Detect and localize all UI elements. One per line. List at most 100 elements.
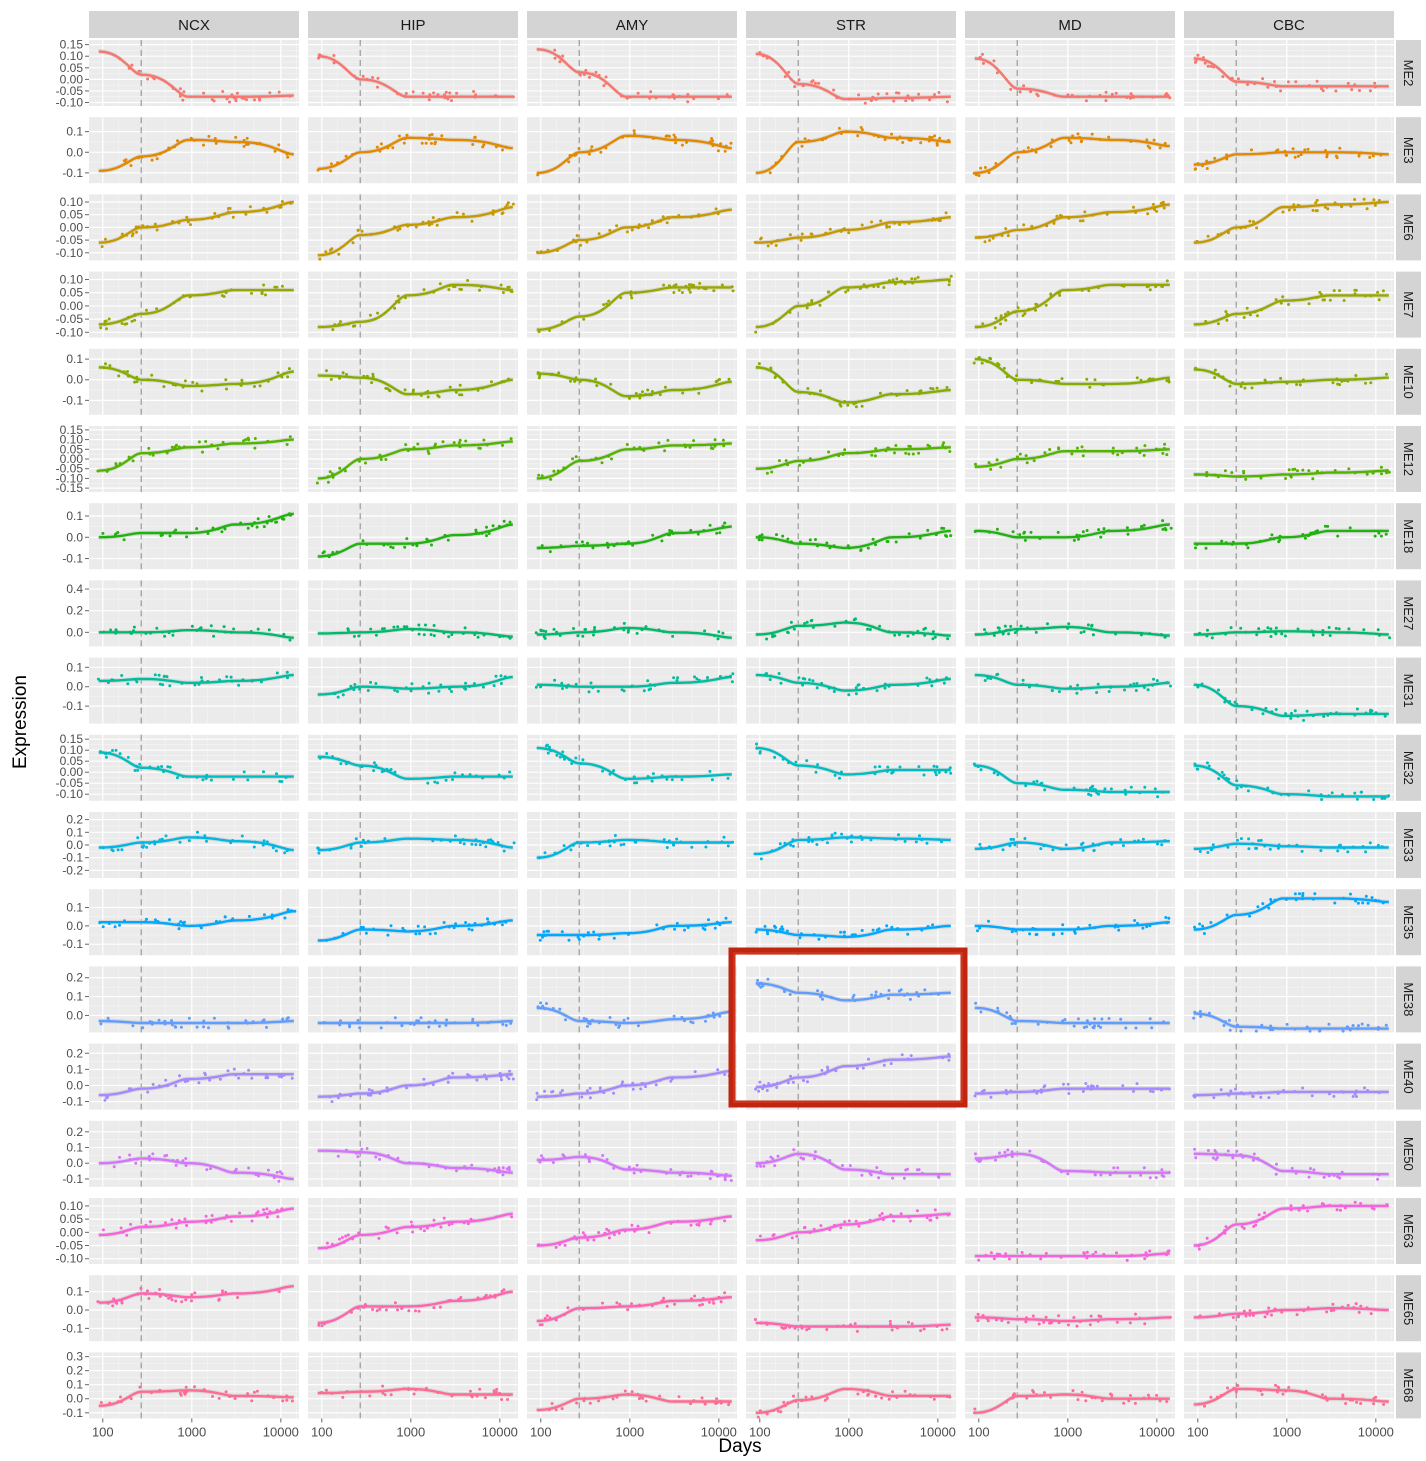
data-point <box>1357 1024 1360 1028</box>
data-point <box>1095 1084 1099 1088</box>
data-point <box>1230 471 1234 475</box>
data-point <box>844 290 848 294</box>
confidence-band <box>974 522 1170 540</box>
data-point <box>501 291 505 294</box>
data-point <box>937 91 941 94</box>
data-point <box>1373 203 1377 207</box>
data-point <box>494 674 498 678</box>
data-point <box>811 679 815 683</box>
data-point <box>511 202 515 206</box>
data-point <box>590 145 594 149</box>
smooth-line <box>536 372 732 398</box>
data-point <box>685 140 688 144</box>
panel-background <box>527 348 737 415</box>
data-point <box>765 672 768 675</box>
data-point <box>842 930 846 934</box>
data-point <box>870 220 874 224</box>
data-point <box>1354 288 1358 292</box>
data-point <box>404 92 408 95</box>
data-point <box>396 294 400 298</box>
data-point <box>931 630 935 634</box>
data-point <box>1365 207 1369 211</box>
data-point <box>1292 203 1296 207</box>
data-point <box>757 362 761 366</box>
data-point <box>1145 138 1149 142</box>
data-point <box>1161 519 1165 523</box>
data-point <box>237 1076 241 1080</box>
panel-ME18-CBC <box>1184 503 1394 570</box>
data-point <box>162 385 166 389</box>
data-point <box>1198 922 1202 926</box>
data-point <box>690 283 694 287</box>
data-point <box>1229 626 1233 630</box>
smooth-line <box>974 57 1170 98</box>
data-point <box>489 838 493 842</box>
panel-ME27-HIP <box>308 580 518 647</box>
data-point <box>428 133 432 137</box>
data-point <box>1005 1011 1009 1015</box>
data-point <box>441 440 445 444</box>
data-point <box>235 91 239 95</box>
data-point <box>1044 303 1048 307</box>
data-point <box>893 633 897 637</box>
data-point <box>371 76 375 79</box>
data-point <box>429 633 433 637</box>
data-point <box>1290 711 1293 715</box>
data-point <box>1257 839 1261 843</box>
panel-ME27-STR <box>746 580 956 647</box>
smooth-line <box>755 924 951 939</box>
data-point <box>574 455 578 459</box>
data-point <box>618 1024 622 1027</box>
data-point <box>916 275 920 279</box>
panel-background <box>308 271 518 338</box>
data-point <box>1313 892 1317 896</box>
data-point <box>106 1016 110 1020</box>
panel-background <box>1184 1043 1394 1110</box>
data-point <box>686 100 690 104</box>
data-point <box>1046 622 1049 626</box>
panel-background <box>746 117 956 184</box>
data-point <box>1337 627 1341 631</box>
data-point <box>814 770 818 774</box>
data-point <box>1004 318 1008 322</box>
data-point <box>646 679 650 683</box>
data-point <box>330 1100 334 1104</box>
data-point <box>329 169 333 173</box>
panel-ME31-HIP <box>308 657 518 724</box>
data-point <box>1287 208 1291 212</box>
data-point <box>316 846 320 850</box>
data-point <box>830 833 834 837</box>
panel-background <box>965 889 1175 956</box>
panel-background <box>527 271 737 338</box>
data-point <box>369 680 373 684</box>
data-point <box>250 291 253 295</box>
data-point <box>885 924 889 928</box>
confidence-band <box>974 135 1170 176</box>
data-point <box>324 250 328 254</box>
data-point <box>716 1068 720 1072</box>
data-point <box>1227 1018 1231 1022</box>
data-point <box>280 1075 283 1079</box>
data-point <box>919 141 923 145</box>
data-point <box>854 405 858 409</box>
data-point <box>690 845 694 849</box>
data-point <box>1383 796 1387 800</box>
data-point <box>379 458 383 461</box>
data-point <box>1151 1090 1155 1094</box>
data-point <box>1204 546 1208 550</box>
data-point <box>1257 627 1261 631</box>
data-point <box>917 451 921 455</box>
data-point <box>199 626 203 630</box>
data-point <box>784 459 788 463</box>
data-point <box>353 683 357 686</box>
data-point <box>908 997 912 1001</box>
data-point <box>809 619 813 623</box>
data-point <box>609 382 613 386</box>
data-point <box>680 778 684 782</box>
panel-ME27-AMY <box>527 580 737 647</box>
data-point <box>1018 452 1022 456</box>
data-point <box>1379 534 1383 538</box>
data-point <box>134 1161 138 1165</box>
data-point <box>1315 209 1319 213</box>
data-point <box>713 926 717 930</box>
